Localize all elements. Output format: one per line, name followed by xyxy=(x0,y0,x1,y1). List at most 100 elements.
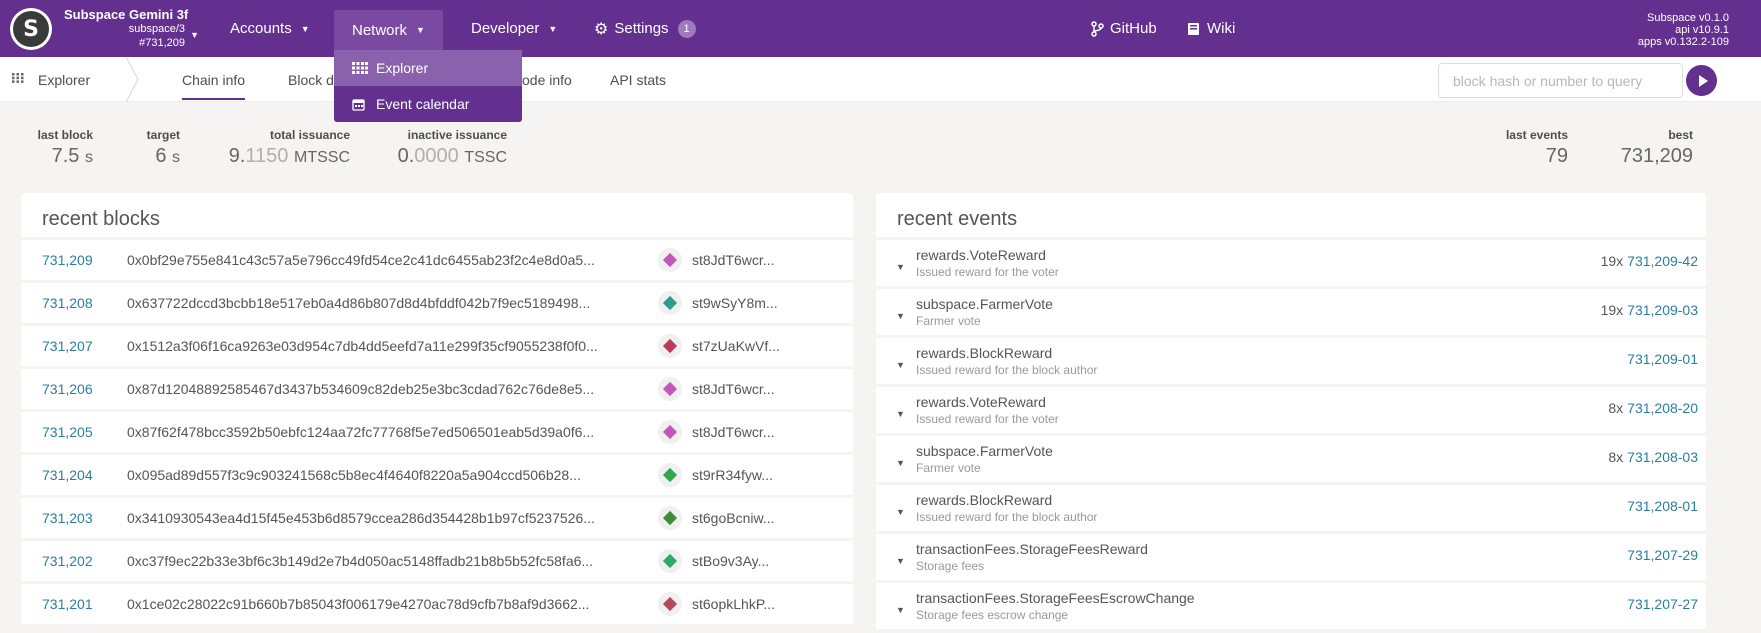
expand-caret-icon[interactable]: ▼ xyxy=(896,262,905,272)
event-name: rewards.BlockReward xyxy=(916,345,1053,361)
block-row: 731,209 0x0bf29e755e841c43c57a5e796cc49f… xyxy=(21,240,853,280)
nav-settings[interactable]: ⚙ Settings 1 xyxy=(594,0,696,57)
event-id-link[interactable]: 731,208-03 xyxy=(1627,449,1698,465)
block-number-link[interactable]: 731,205 xyxy=(42,424,93,440)
current-app[interactable]: Explorer xyxy=(12,57,90,102)
recent-blocks-panel: recent blocks 731,209 0x0bf29e755e841c43… xyxy=(21,193,853,624)
nav-wiki[interactable]: Wiki xyxy=(1187,0,1235,57)
tab-api-stats[interactable]: API stats xyxy=(610,57,666,102)
value-unit: TSSC xyxy=(464,149,507,166)
event-count: 19x xyxy=(1600,302,1624,318)
block-author[interactable]: st6goBcniw... xyxy=(692,510,775,526)
block-author[interactable]: st9wSyY8m... xyxy=(692,295,778,311)
author-identicon-icon[interactable] xyxy=(658,463,682,487)
nav-network[interactable]: Network ▼ xyxy=(334,10,443,50)
block-number-link[interactable]: 731,204 xyxy=(42,467,93,483)
identicon-mark xyxy=(662,252,678,268)
block-number-link[interactable]: 731,203 xyxy=(42,510,93,526)
block-number-link[interactable]: 731,207 xyxy=(42,338,93,354)
event-row[interactable]: ▼ transactionFees.StorageFeesReward Stor… xyxy=(876,534,1706,580)
event-row[interactable]: ▼ rewards.BlockReward Issued reward for … xyxy=(876,338,1706,384)
query-submit-button[interactable] xyxy=(1686,65,1717,96)
block-author[interactable]: st8JdT6wcr... xyxy=(692,424,775,440)
author-identicon-icon[interactable] xyxy=(658,334,682,358)
author-identicon-icon[interactable] xyxy=(658,377,682,401)
event-name: subspace.FarmerVote xyxy=(916,296,1053,312)
expand-caret-icon[interactable]: ▼ xyxy=(896,311,905,321)
summary-value: 731,209 xyxy=(1620,145,1693,167)
panel-title: recent blocks xyxy=(21,193,853,237)
block-author[interactable]: st8JdT6wcr... xyxy=(692,252,775,268)
event-row[interactable]: ▼ transactionFees.StorageFeesEscrowChang… xyxy=(876,583,1706,629)
summary-target: target 6 s xyxy=(120,128,180,168)
block-author[interactable]: stBo9v3Ay... xyxy=(692,553,770,569)
expand-caret-icon[interactable]: ▼ xyxy=(896,409,905,419)
event-row[interactable]: ▼ rewards.VoteReward Issued reward for t… xyxy=(876,240,1706,286)
block-author[interactable]: st7zUaKwVf... xyxy=(692,338,780,354)
menu-item-event-calendar[interactable]: Event calendar xyxy=(334,86,522,122)
block-hash: 0x637722dccd3bcbb18e517eb0a4d86b807d8d4b… xyxy=(127,295,591,311)
block-query-input[interactable] xyxy=(1438,63,1683,98)
block-number-link[interactable]: 731,209 xyxy=(42,252,93,268)
event-description: Storage fees xyxy=(916,559,985,573)
summary-value: 6 s xyxy=(120,145,180,168)
summary-last-block: last block 7.5 s xyxy=(20,128,93,168)
nav-github[interactable]: GitHub xyxy=(1090,0,1157,57)
block-number-link[interactable]: 731,201 xyxy=(42,596,93,612)
event-id-link[interactable]: 731,207-27 xyxy=(1627,596,1698,612)
event-name: rewards.BlockReward xyxy=(916,492,1053,508)
summary-total-issuance: total issuance 9.1150 MTSSC xyxy=(220,128,350,168)
tab-label: ode info xyxy=(522,71,572,88)
event-id-link[interactable]: 731,207-29 xyxy=(1627,547,1698,563)
block-hash: 0x3410930543ea4d15f45e453b6d8579ccea286d… xyxy=(127,510,595,526)
event-row[interactable]: ▼ rewards.BlockReward Issued reward for … xyxy=(876,485,1706,531)
block-author[interactable]: st6opkLhkP... xyxy=(692,596,776,612)
author-identicon-icon[interactable] xyxy=(658,248,682,272)
event-id-link[interactable]: 731,208-20 xyxy=(1627,400,1698,416)
nav-developer[interactable]: Developer ▼ xyxy=(471,0,557,57)
tab-node-info[interactable]: ode info xyxy=(522,57,572,102)
caret-down-icon: ▼ xyxy=(416,25,425,35)
block-author[interactable]: st9rR34fyw... xyxy=(692,467,773,483)
author-identicon-icon[interactable] xyxy=(658,420,682,444)
block-row: 731,203 0x3410930543ea4d15f45e453b6d8579… xyxy=(21,498,853,538)
expand-caret-icon[interactable]: ▼ xyxy=(896,507,905,517)
event-id-link[interactable]: 731,208-01 xyxy=(1627,498,1698,514)
author-identicon-icon[interactable] xyxy=(658,506,682,530)
expand-caret-icon[interactable]: ▼ xyxy=(896,605,905,615)
block-number-link[interactable]: 731,208 xyxy=(42,295,93,311)
value-frac: 0000 xyxy=(414,145,459,167)
event-row[interactable]: ▼ subspace.FarmerVote Farmer vote 8x 731,… xyxy=(876,436,1706,482)
event-row[interactable]: ▼ rewards.VoteReward Issued reward for t… xyxy=(876,387,1706,433)
author-identicon-icon[interactable] xyxy=(658,291,682,315)
event-description: Issued reward for the block author xyxy=(916,510,1098,524)
event-name: rewards.VoteReward xyxy=(916,247,1046,263)
author-identicon-icon[interactable] xyxy=(658,592,682,616)
event-id-link[interactable]: 731,209-01 xyxy=(1627,351,1698,367)
tab-block-details[interactable]: Block d xyxy=(288,57,334,102)
value-unit: MTSSC xyxy=(294,149,350,166)
event-row[interactable]: ▼ subspace.FarmerVote Farmer vote 19x 731… xyxy=(876,289,1706,335)
nav-network-label: Network xyxy=(352,21,408,39)
event-ref: 731,209-01 xyxy=(1623,351,1698,367)
block-number-link[interactable]: 731,206 xyxy=(42,381,93,397)
tab-chain-info[interactable]: Chain info xyxy=(172,57,255,102)
grid-icon xyxy=(12,73,24,86)
nav-accounts[interactable]: Accounts ▼ xyxy=(230,0,310,57)
expand-caret-icon[interactable]: ▼ xyxy=(896,458,905,468)
nav-accounts-label: Accounts xyxy=(230,20,292,37)
chain-selector[interactable]: Subspace Gemini 3f subspace/3 #731,209 ▼ xyxy=(64,8,199,50)
chain-logo[interactable]: S xyxy=(10,8,52,50)
menu-item-explorer[interactable]: Explorer xyxy=(334,50,522,86)
author-identicon-icon[interactable] xyxy=(658,549,682,573)
event-id-link[interactable]: 731,209-42 xyxy=(1627,253,1698,269)
node-version: Subspace v0.1.0 xyxy=(1647,12,1729,24)
event-id-link[interactable]: 731,209-03 xyxy=(1627,302,1698,318)
expand-caret-icon[interactable]: ▼ xyxy=(896,556,905,566)
value-int: 9. xyxy=(228,145,246,167)
caret-down-icon: ▼ xyxy=(300,23,310,34)
block-author[interactable]: st8JdT6wcr... xyxy=(692,381,775,397)
expand-caret-icon[interactable]: ▼ xyxy=(896,360,905,370)
block-number-link[interactable]: 731,202 xyxy=(42,553,93,569)
event-count: 8x xyxy=(1608,449,1624,465)
